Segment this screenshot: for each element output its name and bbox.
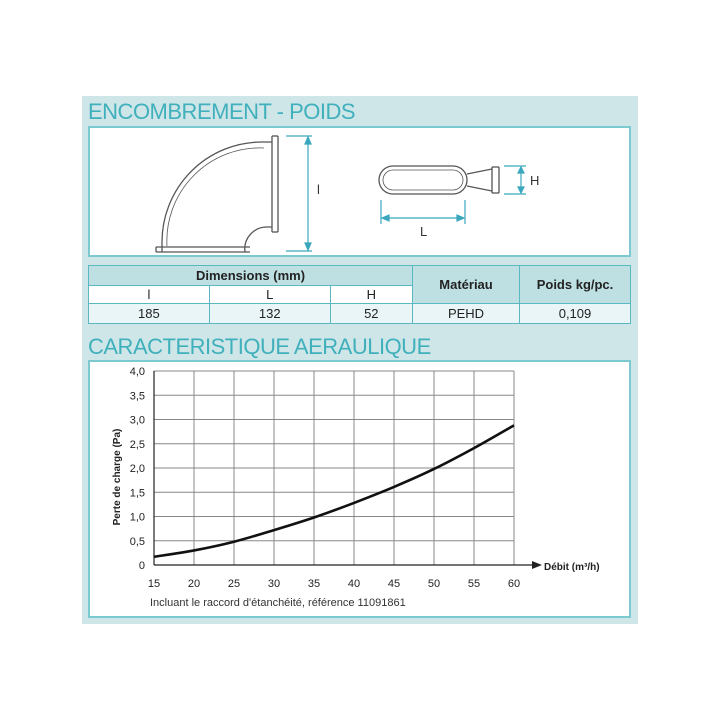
y-tick-label: 4,0 [130,366,145,378]
height-dimension-line [286,135,312,252]
l-label: L [420,224,427,239]
height-label: l [317,182,320,197]
sub-header-H: H [329,285,414,304]
x-tick-label: 25 [228,578,240,590]
x-tick-label: 50 [428,578,440,590]
chart-footnote: Incluant le raccord d'étanchéité, référe… [150,597,406,609]
y-tick-label: 1,5 [130,487,145,499]
flat-oval-section-view [378,165,500,195]
y-tick-label: 3,5 [130,390,145,402]
duct-elbow-drawing: l H L [155,135,539,253]
h-dimension-line [504,165,526,195]
x-tick-label: 35 [308,578,320,590]
value-H: 52 [329,303,414,324]
value-L: 132 [208,303,331,324]
h-label: H [530,173,539,188]
x-tick-label: 55 [468,578,480,590]
x-tick-label: 45 [388,578,400,590]
y-tick-label: 0 [139,560,145,572]
x-tick-label: 15 [148,578,160,590]
x-axis-arrow [532,561,542,569]
x-tick-label: 20 [188,578,200,590]
elbow-side-view [155,135,279,253]
x-axis-label: Débit (m³/h) [544,562,600,573]
l-dimension-line [380,200,466,224]
materiau-header: Matériau [412,265,520,304]
x-tick-label: 60 [508,578,520,590]
dimensions-header: Dimensions (mm) [88,265,413,286]
dimensions-table: Dimensions (mm) Matériau Poids kg/pc. l … [88,265,631,324]
y-tick-label: 2,5 [130,439,145,451]
x-tick-label: 40 [348,578,360,590]
x-tick-labels: 15 20 25 30 35 40 45 50 55 60 [148,578,520,590]
chart-box [88,360,631,618]
section-title-encombrement: ENCOMBREMENT - POIDS [88,99,356,124]
x-tick-label: 30 [268,578,280,590]
value-materiau: PEHD [412,303,520,324]
chart-grid [154,370,515,565]
y-tick-label: 1,0 [130,512,145,524]
y-tick-label: 2,0 [130,463,145,475]
series-line [153,424,515,559]
y-tick-labels: 0 0,5 1,0 1,5 2,0 2,5 3,0 3,5 4,0 [130,366,145,572]
y-axis-label: Perte de charge (Pa) [112,429,123,526]
chart-axes [153,371,542,569]
y-tick-label: 0,5 [130,536,145,548]
value-poids: 0,109 [519,303,631,324]
y-tick-label: 3,0 [130,415,145,427]
section-title-aeraulique: CARACTERISTIQUE AERAULIQUE [88,334,431,359]
value-l: 185 [88,303,210,324]
dimension-drawing-box: l H L [88,126,631,257]
